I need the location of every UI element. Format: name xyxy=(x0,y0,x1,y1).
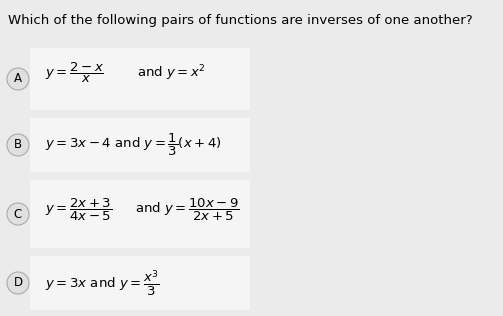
Text: C: C xyxy=(14,208,22,221)
Text: Which of the following pairs of functions are inverses of one another?: Which of the following pairs of function… xyxy=(8,14,473,27)
Text: A: A xyxy=(14,72,22,86)
Circle shape xyxy=(7,203,29,225)
Text: B: B xyxy=(14,138,22,151)
Text: $y=3x$ and $y=\dfrac{x^3}{3}$: $y=3x$ and $y=\dfrac{x^3}{3}$ xyxy=(45,268,160,298)
Text: and $y=x^2$: and $y=x^2$ xyxy=(137,63,206,83)
Circle shape xyxy=(7,272,29,294)
Text: D: D xyxy=(14,276,23,289)
Text: $y=\dfrac{2x+3}{4x-5}$: $y=\dfrac{2x+3}{4x-5}$ xyxy=(45,197,112,223)
FancyBboxPatch shape xyxy=(30,180,250,248)
FancyBboxPatch shape xyxy=(30,48,250,110)
Circle shape xyxy=(7,134,29,156)
Circle shape xyxy=(7,68,29,90)
FancyBboxPatch shape xyxy=(30,256,250,310)
Text: $y=\dfrac{2-x}{x}$: $y=\dfrac{2-x}{x}$ xyxy=(45,61,104,85)
Text: and $y=\dfrac{10x-9}{2x+5}$: and $y=\dfrac{10x-9}{2x+5}$ xyxy=(135,197,239,223)
FancyBboxPatch shape xyxy=(30,118,250,172)
Text: $y=3x-4$ and $y=\dfrac{1}{3}(x+4)$: $y=3x-4$ and $y=\dfrac{1}{3}(x+4)$ xyxy=(45,132,222,158)
